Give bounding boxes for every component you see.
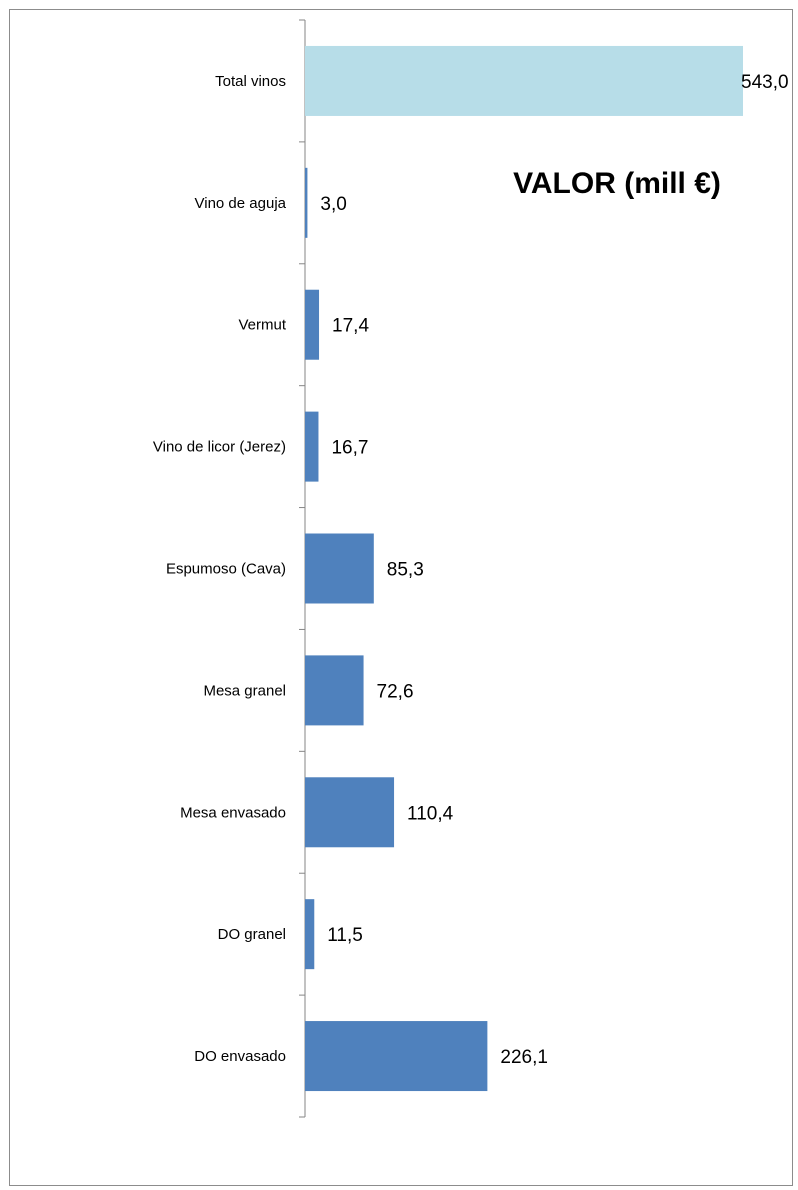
bar (305, 533, 374, 604)
axis-layer (299, 19, 306, 1118)
value-label: 72,6 (377, 681, 414, 702)
bar (305, 45, 743, 116)
bar (305, 411, 319, 482)
category-label: Vino de licor (Jerez) (153, 439, 286, 456)
value-label: 16,7 (331, 438, 368, 459)
bars-layer (305, 45, 743, 1092)
category-label: Mesa granel (203, 682, 286, 699)
category-label: Espumoso (Cava) (166, 561, 286, 578)
chart-frame (9, 9, 793, 1186)
bar (305, 1021, 488, 1092)
bar (305, 899, 315, 970)
value-label: 85,3 (387, 560, 424, 581)
category-label: Mesa envasado (180, 804, 286, 821)
chart-title: VALOR (mill €) (513, 167, 721, 200)
bar (305, 167, 308, 238)
value-label: 17,4 (332, 316, 369, 337)
value-label: 11,5 (327, 925, 363, 946)
bar (305, 289, 320, 360)
category-label: DO envasado (194, 1048, 286, 1065)
bar (305, 655, 364, 726)
value-label: 226,1 (500, 1047, 548, 1068)
category-label: Vermut (238, 317, 286, 334)
category-label: Total vinos (215, 73, 286, 90)
bar (305, 777, 395, 848)
category-label: Vino de aguja (195, 195, 287, 212)
labels-layer: Total vinos 543,0 Vino de aguja 3,0 Vermut 17… (153, 72, 789, 1068)
category-label: DO granel (218, 926, 286, 943)
value-label: 3,0 (320, 194, 346, 215)
value-label: 110,4 (407, 803, 454, 824)
value-label: 543,0 (741, 72, 789, 93)
